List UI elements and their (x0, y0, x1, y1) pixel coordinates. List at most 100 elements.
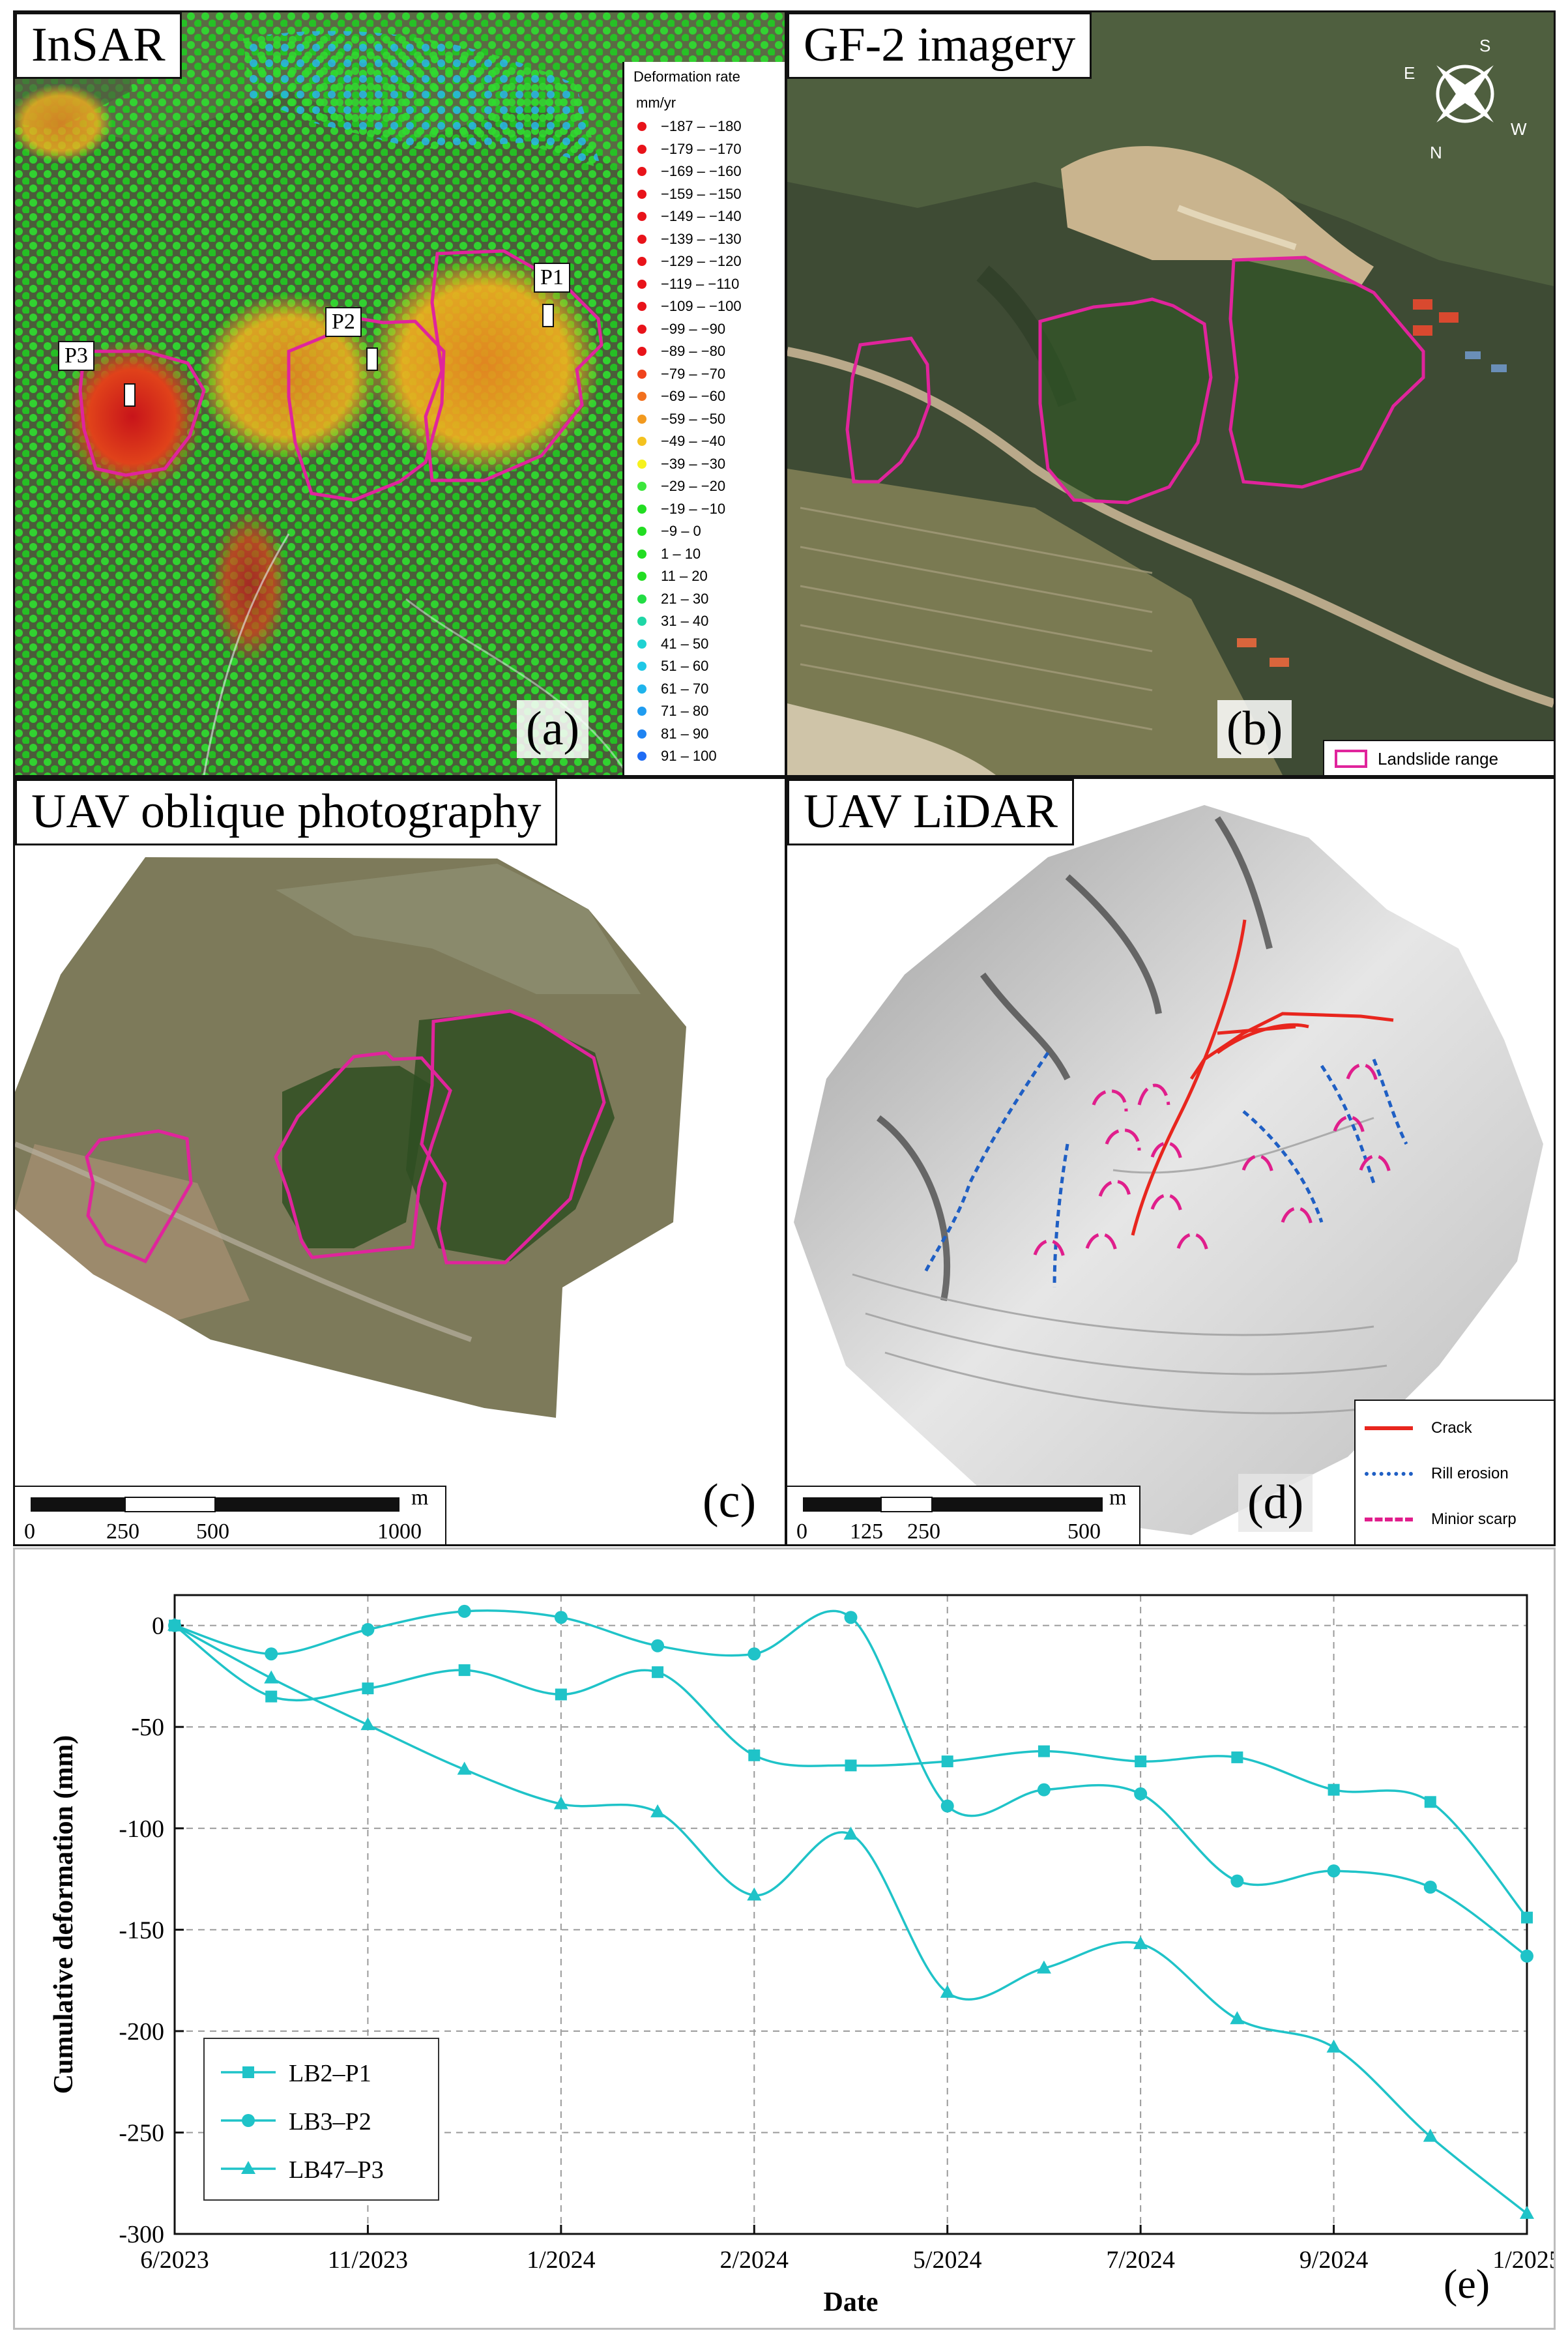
panel-e-letter: (e) (1444, 2261, 1490, 2307)
legend-swatch (637, 684, 646, 694)
y-tick-label: -300 (119, 2221, 164, 2248)
scalebar-c-tick-3: 1000 (377, 1519, 422, 1544)
legend-swatch (637, 234, 646, 244)
panel-a-letter: (a) (517, 700, 589, 758)
uav-oblique-image (15, 857, 686, 1418)
legend-label: −149 – −140 (661, 208, 742, 225)
legend-swatch (637, 369, 646, 379)
legend-swatch (637, 302, 646, 312)
legend-swatch (637, 729, 646, 739)
legend-row: −29 – −20 (637, 475, 785, 498)
legend-label: −139 – −130 (661, 230, 742, 247)
rill-line-swatch (1365, 1472, 1413, 1476)
legend-label: −9 – 0 (661, 523, 701, 540)
key-label-scarp: Minior scarp (1431, 1510, 1517, 1528)
key-label-crack: Crack (1431, 1419, 1472, 1437)
scalebar-d-tick-2: 250 (907, 1519, 940, 1544)
data-point (554, 1611, 568, 1624)
legend-swatch (637, 707, 646, 716)
scalebar-c-tick-2: 500 (196, 1519, 229, 1544)
data-point (553, 1796, 568, 1810)
scalebar-c-graphic (31, 1497, 399, 1512)
data-point (940, 1984, 955, 1998)
data-point (457, 1604, 471, 1618)
legend-swatch (637, 639, 646, 649)
data-point (747, 1887, 762, 1901)
legend-row: −9 – 0 (637, 520, 785, 543)
legend-swatch (637, 752, 646, 761)
data-point (845, 1759, 857, 1772)
y-tick-label: -50 (131, 1714, 164, 1741)
legend-swatch (637, 504, 646, 514)
x-axis-label: Date (824, 2287, 878, 2317)
x-tick-label: 1/2025 (1492, 2246, 1554, 2274)
y-tick-label: -100 (119, 1815, 164, 1843)
legend-swatch (637, 594, 646, 604)
scalebar-c-tick-1: 250 (106, 1519, 139, 1544)
y-tick-label: -150 (119, 1916, 164, 1944)
legend-title: Deformation rate (633, 68, 740, 85)
legend-marker (242, 2114, 255, 2127)
legend-label: −187 – −180 (661, 118, 742, 135)
legend-label: 51 – 60 (661, 658, 709, 675)
data-point (265, 1690, 278, 1703)
scarp-line-swatch (1365, 1518, 1413, 1521)
legend-swatch (637, 414, 646, 424)
legend-label: 91 – 100 (661, 748, 717, 765)
data-point (940, 1799, 954, 1813)
point-label-p2: P2 (325, 307, 362, 337)
data-point (1038, 1745, 1050, 1757)
panel-c-title: UAV oblique photography (15, 779, 558, 845)
legend-label: LB2–P1 (289, 2060, 371, 2087)
panel-a-title: InSAR (15, 12, 182, 79)
legend-label: 1 – 10 (661, 545, 701, 562)
y-tick-label: 0 (152, 1613, 164, 1640)
panel-deformation-chart: 0 -50 -100 -150 -200 -250 -300 6/2023 11/2023 1/2… (13, 1548, 1556, 2330)
x-tick-label: 1/2024 (527, 2246, 596, 2274)
legend-label: 21 – 30 (661, 590, 709, 607)
legend-label: 31 – 40 (661, 613, 709, 630)
legend-label: −89 – −80 (661, 343, 726, 360)
data-point (1134, 1787, 1148, 1800)
data-point (457, 1761, 472, 1775)
point-label-p3: P3 (58, 341, 94, 371)
legend-row: −49 – −40 (637, 430, 785, 453)
legend-swatch (637, 459, 646, 469)
compass-label-w: W (1511, 119, 1527, 139)
crack-line-swatch (1365, 1426, 1413, 1430)
data-point (1133, 1936, 1148, 1950)
legend-swatch (637, 549, 646, 559)
key-row-crack: Crack (1365, 1409, 1472, 1448)
legend-swatch (637, 437, 646, 447)
gf2-image (787, 12, 1554, 775)
legend-label: −39 – −30 (661, 455, 726, 472)
data-point (360, 1717, 375, 1731)
scalebar-d-tick-0: 0 (796, 1519, 807, 1544)
lidar-feature-key: Crack Rill erosion Minior scarp (1354, 1400, 1554, 1544)
legend-label: 11 – 20 (661, 568, 708, 585)
legend-label: −179 – −170 (661, 140, 742, 157)
legend-unit: mm/yr (636, 95, 676, 111)
data-point (650, 1804, 665, 1817)
legend-marker (242, 2066, 254, 2078)
data-point (1521, 1911, 1533, 1924)
legend-row: 51 – 60 (637, 655, 785, 678)
panel-d-title: UAV LiDAR (787, 779, 1074, 845)
data-point (362, 1682, 374, 1695)
scalebar-c-unit: m (411, 1486, 429, 1510)
data-point (1520, 2205, 1534, 2219)
legend-swatch (637, 212, 646, 222)
scalebar-d-graphic (803, 1497, 1103, 1512)
data-point (651, 1639, 665, 1652)
legend-swatch (637, 324, 646, 334)
data-point (1328, 1783, 1340, 1796)
legend-row: 41 – 50 (637, 633, 785, 656)
legend-row: 81 – 90 (637, 723, 785, 746)
key-row-scarp: Minior scarp (1365, 1500, 1517, 1539)
data-point (748, 1749, 761, 1761)
legend-label: −19 – −10 (661, 500, 726, 517)
scalebar-d-unit: m (1109, 1486, 1127, 1510)
data-point (1037, 1783, 1051, 1797)
legend-label: −159 – −150 (661, 185, 742, 202)
